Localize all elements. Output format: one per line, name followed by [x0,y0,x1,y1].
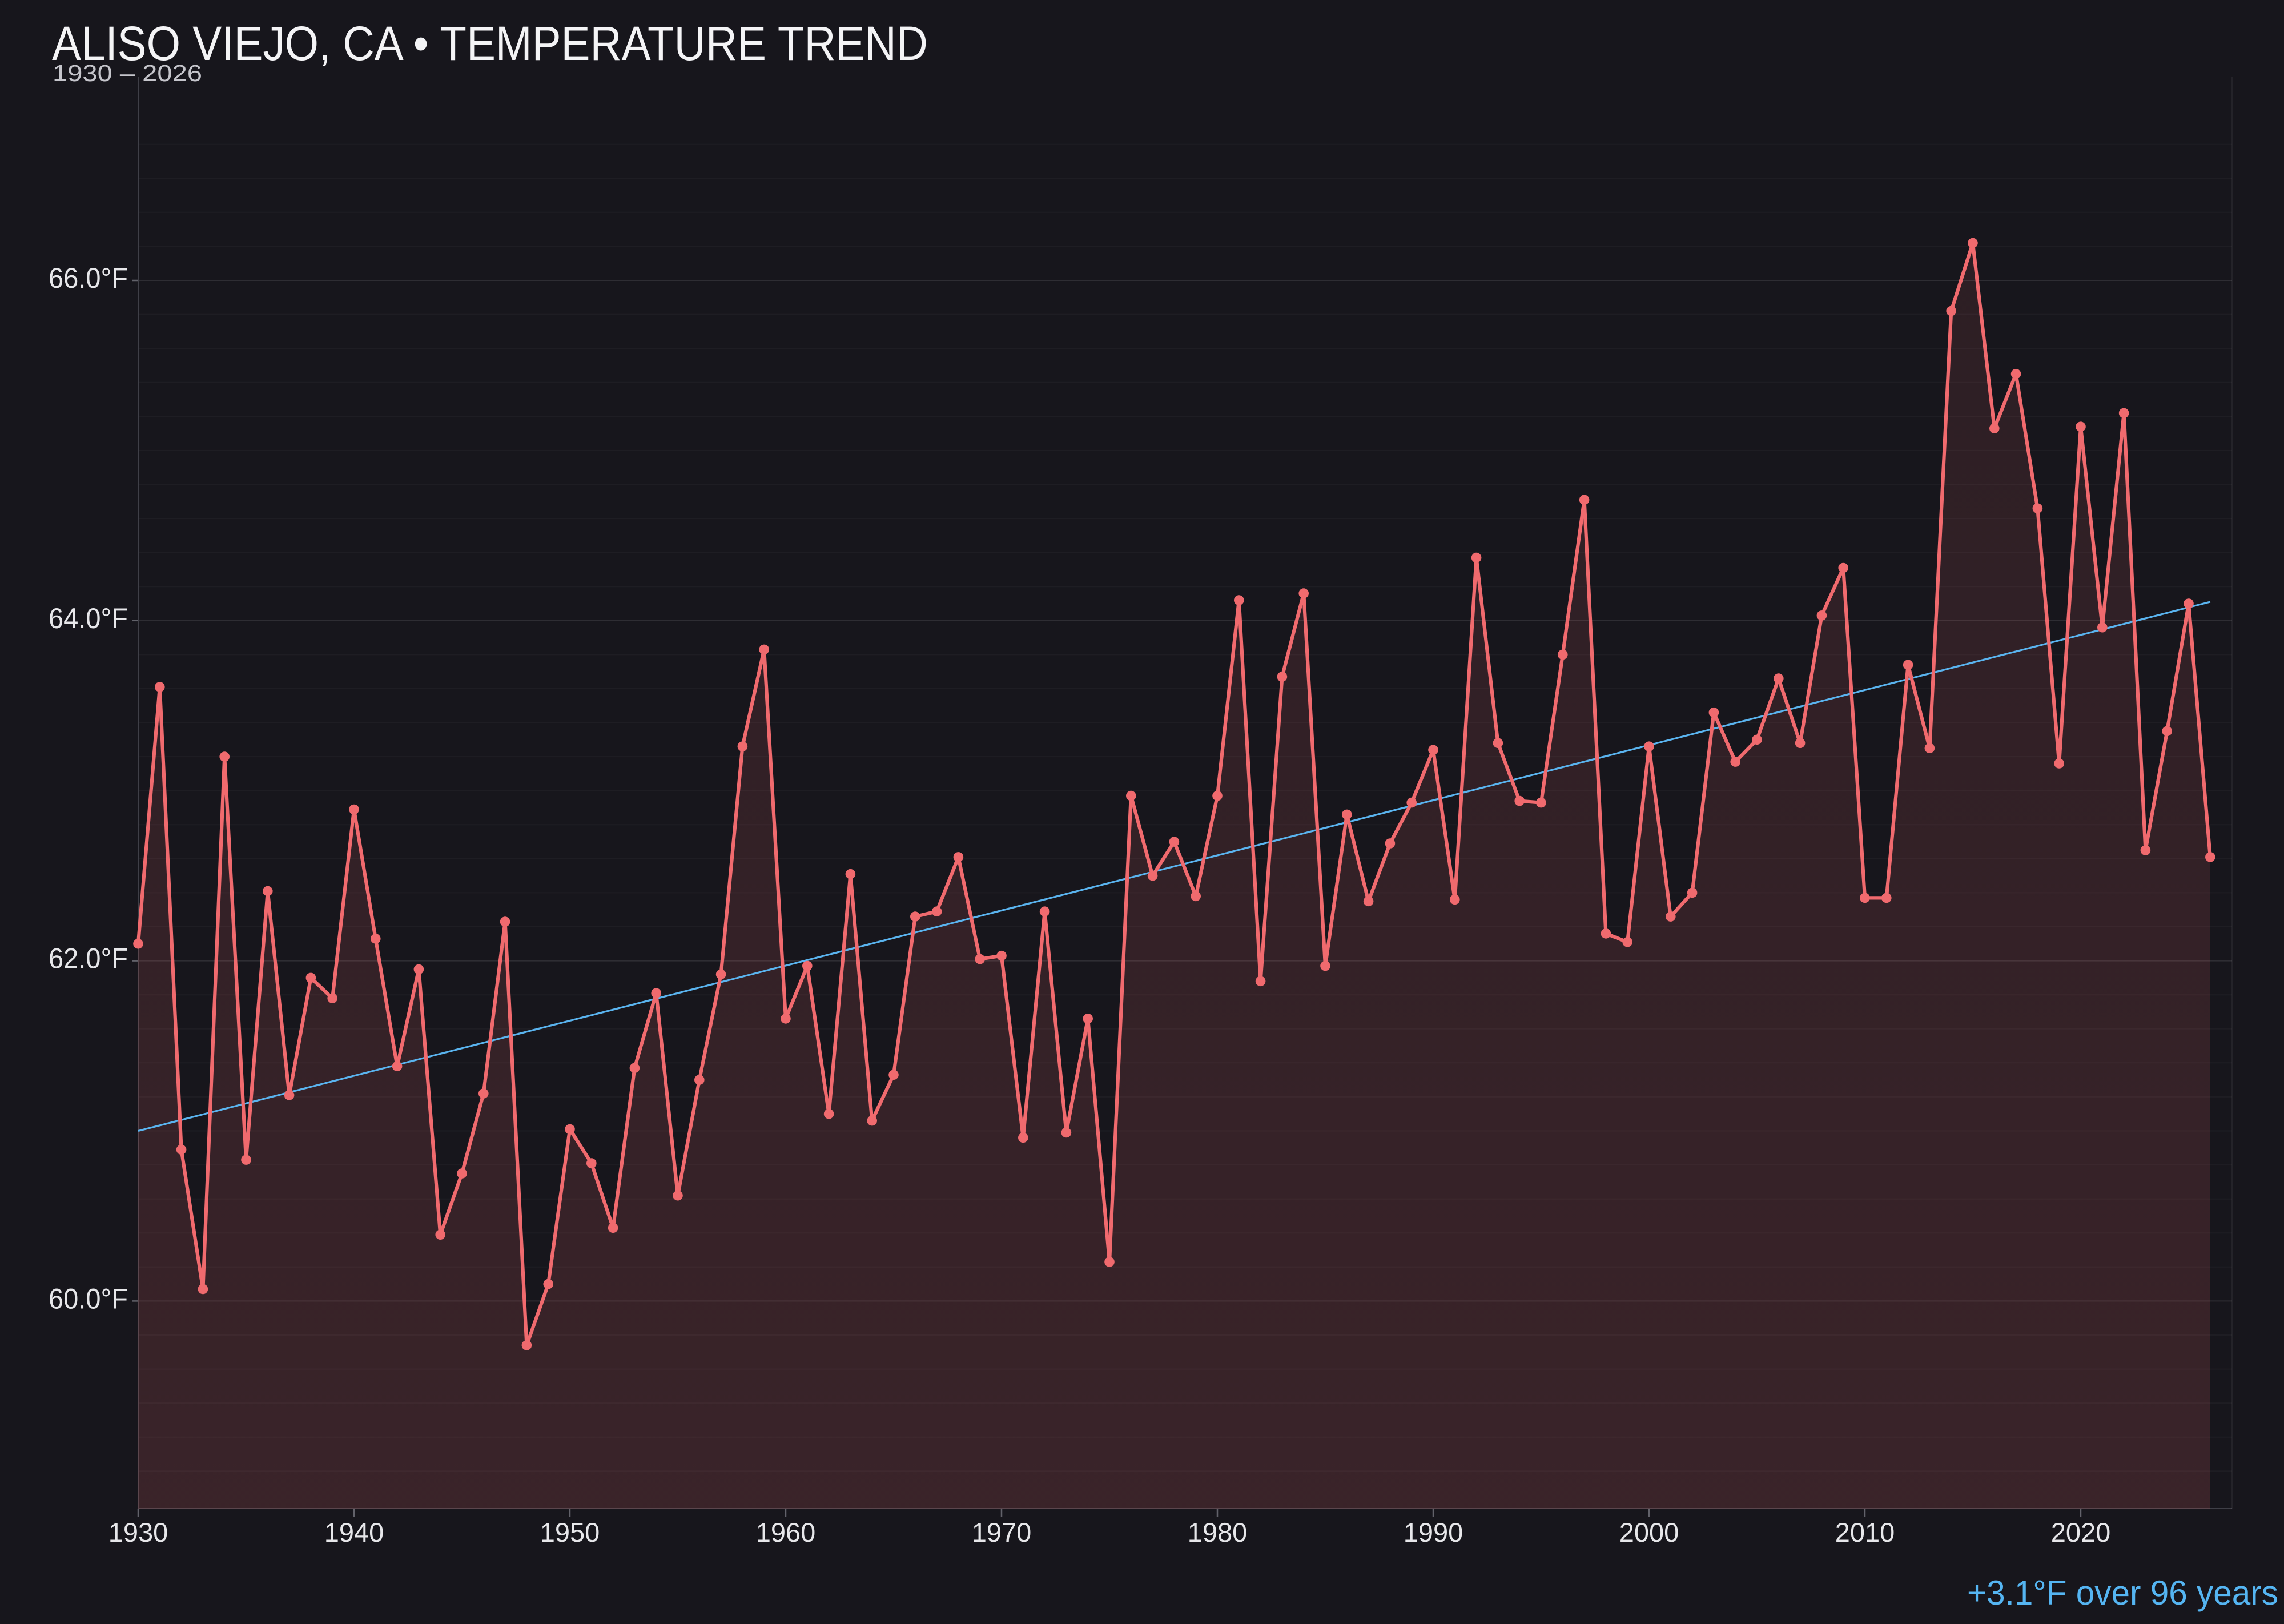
svg-text:2020: 2020 [2051,1517,2111,1547]
svg-text:1980: 1980 [1188,1517,1248,1547]
svg-text:1950: 1950 [540,1517,600,1547]
svg-text:66.0°F: 66.0°F [49,262,128,294]
svg-text:1930 – 2026: 1930 – 2026 [53,60,202,86]
svg-text:2010: 2010 [1835,1517,1895,1547]
svg-text:1930: 1930 [108,1517,168,1547]
svg-text:ALISO VIEJO, CA • TEMPERATURE: ALISO VIEJO, CA • TEMPERATURE TREND [52,17,928,70]
svg-text:1940: 1940 [324,1517,384,1547]
svg-text:+3.1°F over 96 years: +3.1°F over 96 years [1967,1574,2278,1612]
svg-text:1990: 1990 [1404,1517,1463,1547]
svg-text:64.0°F: 64.0°F [49,602,128,634]
svg-text:60.0°F: 60.0°F [49,1283,128,1315]
svg-text:2000: 2000 [1619,1517,1679,1547]
svg-text:62.0°F: 62.0°F [49,943,128,975]
svg-text:1960: 1960 [756,1517,816,1547]
svg-text:1970: 1970 [972,1517,1032,1547]
